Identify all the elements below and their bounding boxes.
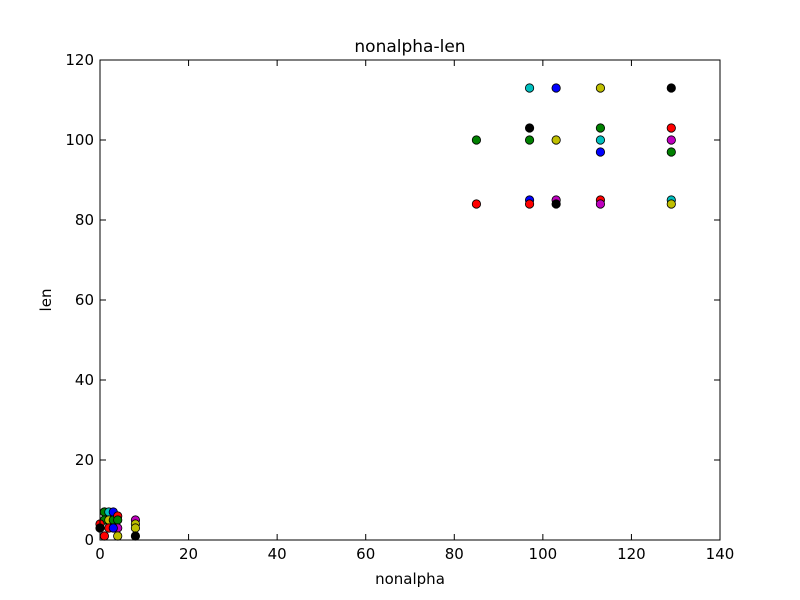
data-point — [551, 135, 561, 145]
data-point — [113, 531, 123, 541]
data-point — [113, 515, 123, 525]
data-point — [130, 523, 141, 533]
x-tick-label: 120 — [617, 545, 646, 563]
data-point — [595, 199, 606, 209]
points-layer — [95, 83, 676, 541]
data-point — [471, 135, 482, 145]
x-tick-label: 80 — [445, 545, 464, 563]
y-tick-label: 0 — [84, 531, 94, 549]
ticks-layer: 0 20 40 60 80 100 120 140 0 20 40 60 80 100 120 — [65, 51, 734, 563]
x-tick-label: 20 — [179, 545, 198, 563]
data-point — [99, 531, 110, 541]
y-tick-label: 120 — [65, 51, 94, 69]
x-tick-label: 0 — [95, 545, 105, 563]
data-point — [595, 123, 606, 133]
data-point — [551, 83, 561, 93]
data-point — [666, 83, 676, 93]
data-point — [595, 135, 606, 145]
data-point — [524, 135, 535, 145]
x-axis-label: nonalpha — [375, 570, 445, 588]
y-tick-label: 40 — [75, 371, 94, 389]
chart-title: nonalpha-len — [354, 37, 465, 57]
data-point — [551, 199, 561, 209]
data-point — [666, 123, 676, 133]
y-tick-label: 60 — [75, 291, 94, 309]
x-tick-label: 60 — [356, 545, 375, 563]
data-point — [595, 147, 606, 157]
y-axis-label: len — [37, 289, 55, 312]
data-point — [666, 147, 676, 157]
data-point — [666, 199, 676, 209]
data-point — [130, 531, 141, 541]
data-point — [595, 83, 606, 93]
x-tick-label: 100 — [529, 545, 558, 563]
x-tick-label: 40 — [268, 545, 287, 563]
data-point — [666, 135, 676, 145]
y-tick-label: 80 — [75, 211, 94, 229]
data-point — [524, 123, 535, 133]
data-point — [524, 199, 535, 209]
x-tick-label: 140 — [706, 545, 735, 563]
data-point — [524, 83, 535, 93]
y-tick-label: 20 — [75, 451, 94, 469]
data-point — [471, 199, 482, 209]
y-tick-label: 100 — [65, 131, 94, 149]
data-point — [108, 523, 118, 533]
